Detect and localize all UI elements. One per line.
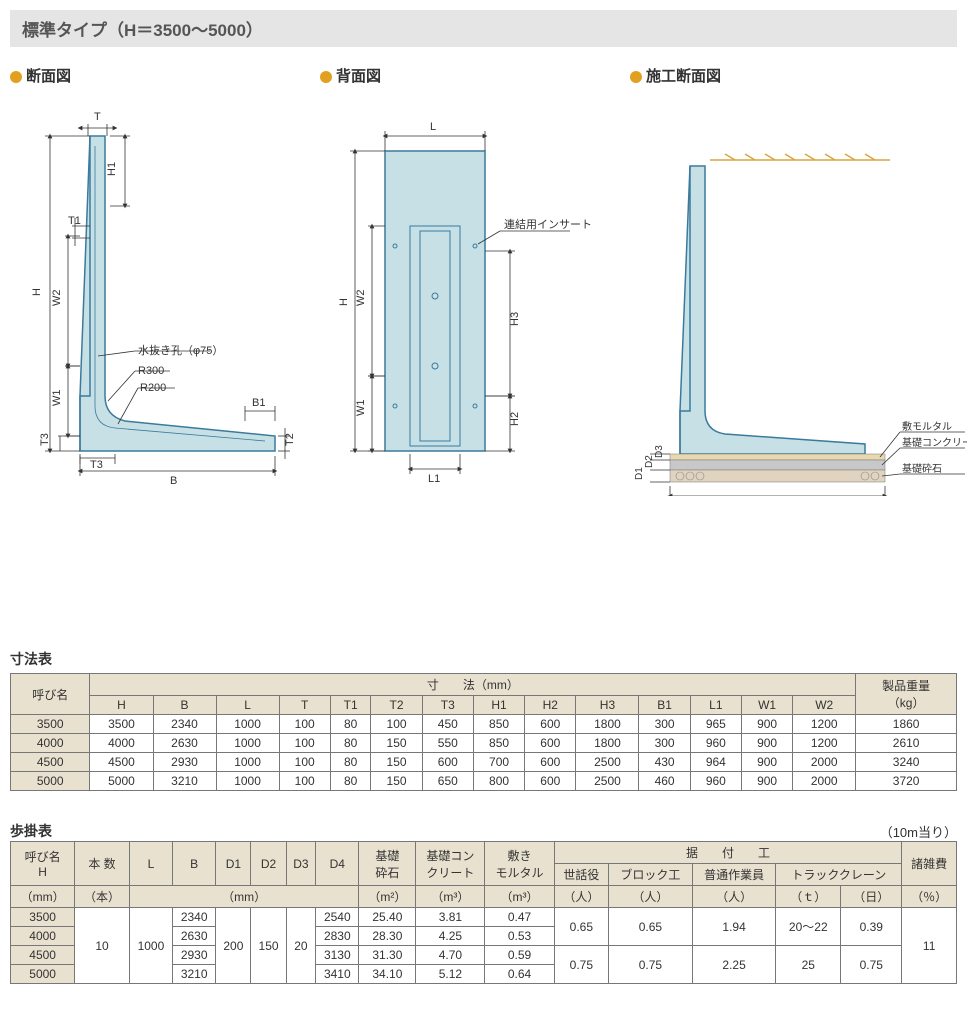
svg-text:R200: R200 (140, 382, 166, 394)
svg-text:T1: T1 (68, 215, 81, 227)
bullet-icon (10, 71, 22, 83)
col-dim-group: 寸 法（mm） (90, 674, 856, 696)
back-view-diagram: 背面図 (320, 65, 620, 499)
svg-text:H: H (31, 288, 43, 296)
svg-text:W1: W1 (355, 400, 367, 417)
svg-text:D3: D3 (654, 445, 665, 458)
cross-svg: T H H1 T1 W2 W1 T3 B T3 B1 T2 水抜き孔（φ75） … (10, 96, 310, 496)
bullet-icon (320, 71, 332, 83)
svg-text:L: L (430, 121, 436, 133)
svg-text:L1: L1 (428, 473, 440, 485)
svg-text:R300: R300 (138, 365, 164, 377)
svg-text:水抜き孔（φ75）: 水抜き孔（φ75） (138, 343, 223, 357)
col-count: 本 数 (75, 842, 130, 886)
install-title: 施工断面図 (646, 68, 721, 85)
install-section-diagram: 施工断面図 (630, 65, 967, 499)
back-title: 背面図 (336, 68, 381, 85)
svg-text:H: H (338, 298, 350, 306)
table2-title: 歩掛表 (10, 821, 52, 841)
page-title: 標準タイプ（H＝3500〜5000） (10, 10, 957, 47)
svg-text:基礎砕石: 基礎砕石 (902, 462, 942, 475)
svg-text:H3: H3 (509, 312, 521, 326)
svg-text:B: B (170, 475, 177, 487)
install-svg: D1 D2 D3 D4 敷モルタル 基礎コンクリート 基礎砕石 (630, 96, 967, 496)
svg-text:T3: T3 (90, 459, 103, 471)
cross-title: 断面図 (26, 68, 71, 85)
svg-text:W2: W2 (355, 290, 367, 307)
svg-text:W1: W1 (51, 390, 63, 407)
table2-per: （10m当り） (880, 822, 957, 841)
col-nameH: 呼び名 H (11, 842, 75, 886)
col-name: 呼び名 (11, 674, 90, 715)
svg-text:H2: H2 (509, 412, 521, 426)
diagrams-row: 断面図 (10, 65, 957, 499)
back-svg: L H W2 W1 H3 H2 L1 連結用インサート (320, 96, 620, 496)
svg-text:H1: H1 (106, 162, 118, 176)
svg-text:連結用インサート: 連結用インサート (504, 217, 592, 231)
svg-text:T2: T2 (284, 433, 296, 446)
svg-text:基礎コンクリート: 基礎コンクリート (902, 436, 967, 449)
labor-table: 呼び名 H 本 数 L B D1 D2 D3 D4 基礎 砕石 基礎コン クリー… (10, 841, 957, 984)
bullet-icon (630, 71, 642, 83)
svg-text:T3: T3 (39, 433, 51, 446)
table1-title: 寸法表 (10, 649, 957, 669)
col-weight: 製品重量 （kg） (856, 674, 957, 715)
svg-text:敷モルタル: 敷モルタル (902, 420, 952, 433)
svg-text:B1: B1 (252, 397, 265, 409)
svg-text:W2: W2 (51, 290, 63, 307)
svg-text:T: T (94, 111, 101, 123)
dimensions-table: 呼び名 寸 法（mm） 製品重量 （kg） HBLTT1T2T3H1H2H3B1… (10, 673, 957, 791)
cross-section-diagram: 断面図 (10, 65, 310, 499)
